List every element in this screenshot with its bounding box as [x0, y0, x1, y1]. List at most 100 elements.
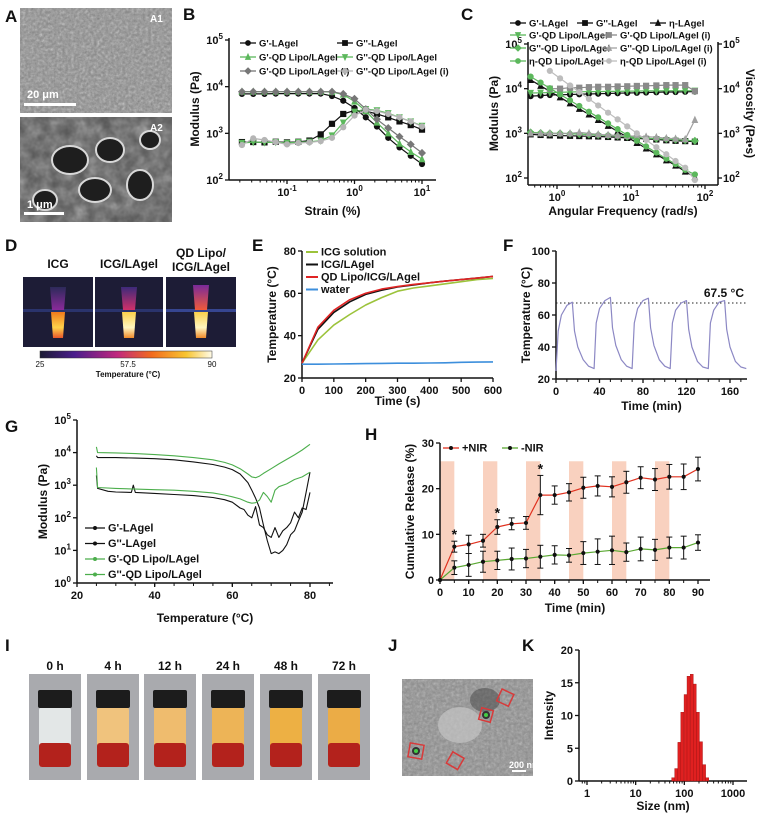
y-tick-label: 10 — [561, 711, 573, 723]
data-point — [681, 134, 689, 143]
data-point — [624, 550, 629, 555]
data-point — [672, 157, 679, 165]
data-point — [624, 131, 631, 139]
y-tick-label: 30 — [422, 438, 434, 450]
y-tick-label: 80 — [284, 246, 296, 258]
thermal-title-icg: ICG — [47, 257, 68, 271]
vial-photo-12-h — [144, 674, 196, 780]
x-tick-label: 0 — [437, 587, 443, 599]
data-point — [238, 141, 246, 149]
x-tick-label: 40 — [593, 386, 605, 398]
data-point — [480, 559, 486, 564]
legend-label: water — [320, 284, 350, 296]
data-point — [385, 110, 392, 118]
data-point — [328, 120, 336, 127]
legend-item-qd-lipo-icg-lagel: QD Lipo/ICG/LAgel — [306, 272, 420, 284]
data-point — [638, 475, 643, 480]
legend-item-g-qd-lipo-lagel: G'-QD Lipo/LAgel — [510, 31, 608, 42]
data-point — [237, 87, 246, 96]
data-point — [452, 565, 457, 570]
sem-image-a2 — [20, 117, 172, 222]
data-point — [643, 143, 650, 150]
vial-photo-72-h — [318, 674, 370, 780]
data-point — [515, 20, 521, 26]
legend-label: G'-QD Lipo/LAgel — [108, 554, 199, 566]
legend-item-g-lagel: G'-LAgel — [510, 19, 568, 30]
data-point — [595, 83, 602, 90]
data-point — [595, 549, 600, 554]
panel-label-e: E — [252, 236, 263, 255]
data-point — [384, 129, 392, 137]
data-point — [566, 129, 574, 137]
x-tick-label: 10 — [463, 587, 475, 599]
series-line — [95, 443, 311, 479]
y2-tick-label: 105 — [723, 36, 740, 51]
data-point — [327, 87, 336, 96]
data-point — [437, 577, 443, 583]
tem-image — [402, 679, 533, 776]
data-point — [605, 43, 613, 51]
data-point — [527, 129, 534, 137]
legend-item-g-qd-lipo-lagel: G''-QD Lipo/LAgel — [510, 44, 610, 55]
colorbar-tick-max: 90 — [208, 360, 217, 369]
legend: +NIR -NIR — [443, 443, 544, 455]
legend-item-icg-lagel: ICG/LAgel — [306, 259, 374, 271]
y-tick-label: 103 — [505, 125, 522, 140]
data-point — [527, 89, 534, 98]
data-point — [93, 572, 97, 577]
data-point — [606, 58, 612, 64]
panel-j: J 200 nm — [388, 636, 540, 776]
y-axis-title: Modulus (Pa) — [487, 76, 501, 151]
vial-red-layer — [39, 743, 71, 767]
data-point — [245, 40, 251, 46]
vial-photo-0-h — [29, 674, 81, 780]
data-point — [566, 82, 574, 89]
legend-item-g-lagel: G''-LAgel — [337, 39, 397, 50]
panel-d: D ICG ICG/LAgel QD Lipo/ ICG/LAgel 25 57… — [5, 236, 236, 379]
data-point — [546, 85, 553, 92]
data-point — [272, 138, 279, 146]
data-point — [508, 446, 512, 450]
x-axis-title: Time (min) — [545, 601, 605, 615]
data-point — [595, 102, 602, 109]
series-line — [241, 92, 423, 165]
legend-label: G'-QD Lipo/LAgel — [259, 53, 338, 64]
data-point — [624, 83, 631, 90]
y-axis-title: Modulus (Pa) — [36, 464, 50, 539]
panel-label-i: I — [5, 636, 10, 655]
y-tick-label: 101 — [54, 542, 71, 557]
significance-marker: * — [495, 505, 501, 521]
data-point — [585, 95, 593, 103]
series-g-lagel — [238, 90, 426, 168]
data-point — [691, 176, 698, 184]
x-tick-label: 60 — [606, 587, 618, 599]
panel-label-d: D — [5, 236, 17, 255]
y-axis-title: Intensity — [542, 691, 556, 741]
x-tick-label: 20 — [71, 590, 83, 602]
data-point — [396, 139, 403, 147]
vial-time-label: 4 h — [104, 659, 121, 673]
data-point — [652, 547, 658, 552]
series-η-qd-lipo-lagel — [527, 73, 698, 178]
data-point — [566, 490, 572, 495]
data-point — [283, 141, 291, 148]
series-g-lagel — [95, 455, 311, 555]
data-point — [546, 67, 553, 74]
data-point — [93, 526, 97, 530]
data-point — [624, 123, 631, 130]
series-g-qd-lipo-lagel-i — [238, 106, 426, 149]
panel-label-k: K — [522, 636, 535, 655]
data-point — [663, 151, 670, 158]
y-tick-label: 100 — [54, 575, 71, 590]
data-point — [614, 126, 621, 133]
data-point — [556, 91, 564, 98]
data-point — [342, 40, 348, 46]
thermal-image-icg — [23, 277, 93, 347]
data-point — [604, 83, 612, 90]
nir-irradiation-band — [483, 461, 498, 580]
chart-f: F 0 40 80 120 160 20 40 60 80 100 Time (min) Tempera… — [503, 236, 747, 413]
legend-item-g-qd-lipo-lagel-i: G'-QD Lipo/LAgel (i) — [601, 31, 710, 42]
y-tick-label: 60 — [284, 288, 296, 300]
vial-red-layer — [97, 743, 129, 767]
data-point — [339, 119, 347, 127]
